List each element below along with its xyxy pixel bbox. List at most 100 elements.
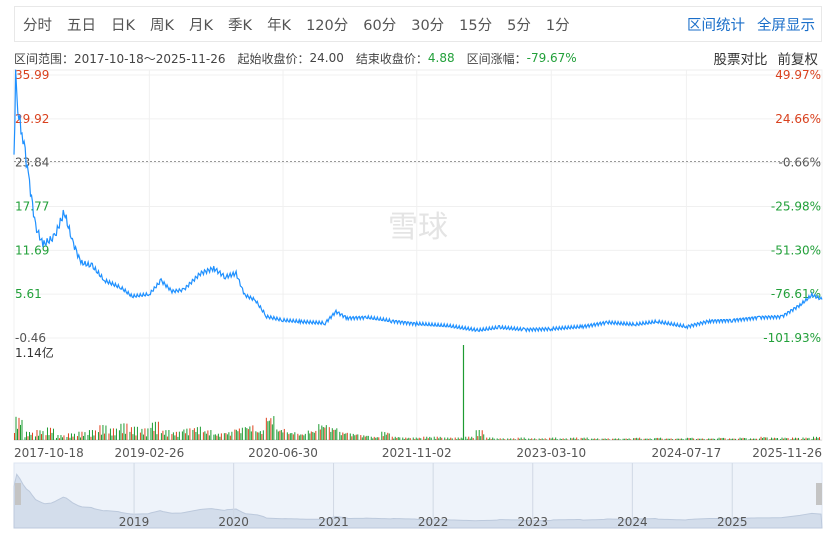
x-tick-label: 2019-02-26 bbox=[114, 446, 184, 460]
tab-10[interactable]: 15分 bbox=[459, 17, 493, 34]
volume-bar bbox=[501, 439, 503, 440]
volume-bar bbox=[604, 438, 606, 440]
volume-bar bbox=[120, 423, 122, 440]
volume-bar bbox=[352, 433, 354, 440]
volume-bar bbox=[234, 429, 236, 440]
volume-bar bbox=[102, 425, 104, 440]
tab-12[interactable]: 1分 bbox=[545, 17, 570, 34]
volume-bar bbox=[376, 437, 378, 440]
volume-bar bbox=[76, 436, 78, 440]
volume-bar bbox=[486, 437, 488, 440]
volume-bar bbox=[321, 425, 323, 440]
start-price-value: 24.00 bbox=[309, 51, 344, 65]
volume-bar bbox=[385, 434, 387, 440]
volume-bar bbox=[777, 438, 779, 440]
volume-bar bbox=[553, 438, 555, 440]
adjust-mode-button[interactable]: 前复权 bbox=[777, 52, 819, 68]
start-price-label: 起始收盘价： bbox=[237, 51, 310, 66]
tab-7[interactable]: 120分 bbox=[306, 17, 349, 34]
tab-3[interactable]: 周K bbox=[150, 17, 175, 34]
volume-bar bbox=[63, 435, 65, 440]
volume-bar bbox=[481, 430, 483, 440]
volume-bar bbox=[14, 433, 15, 440]
volume-bar bbox=[30, 434, 32, 440]
volume-bar bbox=[796, 438, 798, 440]
volume-bar bbox=[817, 437, 819, 440]
tab-1[interactable]: 五日 bbox=[67, 17, 96, 34]
volume-bar bbox=[424, 438, 426, 440]
tab-8[interactable]: 60分 bbox=[363, 17, 397, 34]
volume-bar bbox=[468, 436, 470, 440]
volume-bar bbox=[510, 438, 512, 440]
volume-bar bbox=[724, 438, 726, 440]
navigator-right-handle[interactable] bbox=[816, 483, 822, 505]
volume-bar bbox=[640, 438, 642, 440]
tab-2[interactable]: 日K bbox=[111, 17, 136, 34]
tab-11[interactable]: 5分 bbox=[507, 17, 531, 34]
volume-bar bbox=[451, 438, 453, 440]
volume-bar bbox=[193, 428, 195, 440]
volume-bar bbox=[126, 423, 128, 440]
volume-bar bbox=[100, 434, 102, 440]
navigator-left-handle[interactable] bbox=[15, 483, 21, 505]
volume-bar bbox=[513, 438, 515, 440]
volume-bar bbox=[633, 438, 635, 440]
range-stats-link[interactable]: 区间统计 bbox=[687, 17, 745, 34]
tab-9[interactable]: 30分 bbox=[411, 17, 445, 34]
navigator-year-label: 2021 bbox=[318, 515, 349, 529]
volume-bar bbox=[732, 438, 734, 440]
volume-bar bbox=[229, 435, 231, 440]
volume-bar bbox=[394, 436, 396, 440]
volume-bar bbox=[739, 437, 741, 440]
volume-bar bbox=[151, 422, 153, 440]
volume-bar bbox=[39, 430, 41, 440]
tab-4[interactable]: 月K bbox=[189, 17, 214, 34]
volume-bar bbox=[685, 438, 687, 440]
volume-bar bbox=[549, 437, 551, 440]
volume-bar bbox=[609, 439, 611, 440]
volume-bar bbox=[514, 439, 516, 440]
tab-0[interactable]: 分时 bbox=[23, 17, 52, 34]
volume-bar bbox=[649, 438, 651, 440]
volume-bar bbox=[393, 438, 395, 440]
volume-max-label: 1.14亿 bbox=[15, 345, 54, 360]
fullscreen-link[interactable]: 全屏显示 bbox=[757, 17, 815, 34]
volume-bar bbox=[307, 430, 309, 440]
volume-bar bbox=[25, 431, 27, 440]
volume-bar bbox=[268, 420, 270, 440]
volume-bar bbox=[816, 436, 818, 440]
volume-bar bbox=[639, 437, 641, 440]
volume-bar bbox=[469, 438, 471, 440]
volume-bar bbox=[672, 439, 674, 440]
volume-bar bbox=[676, 438, 678, 440]
volume-bar bbox=[129, 431, 131, 440]
volume-bar bbox=[309, 433, 311, 440]
volume-bar bbox=[277, 431, 279, 440]
volume-bar bbox=[20, 424, 21, 440]
tab-5[interactable]: 季K bbox=[228, 17, 253, 34]
volume-bar bbox=[787, 437, 789, 440]
volume-bar bbox=[654, 438, 656, 440]
volume-bar bbox=[444, 437, 446, 440]
volume-bar bbox=[819, 437, 821, 440]
volume-bar bbox=[396, 437, 398, 440]
volume-bar bbox=[813, 436, 815, 440]
volume-bar bbox=[667, 438, 669, 440]
volume-bar bbox=[795, 437, 797, 440]
volume-bar bbox=[475, 430, 477, 440]
volume-bar bbox=[415, 437, 417, 440]
stock-compare-button[interactable]: 股票对比 bbox=[713, 52, 768, 68]
volume-bar bbox=[723, 437, 725, 440]
volume-bar bbox=[711, 438, 713, 440]
volume-bar bbox=[15, 416, 17, 440]
volume-bar bbox=[597, 438, 599, 440]
volume-bar bbox=[784, 437, 786, 440]
volume-bar bbox=[655, 437, 657, 440]
tab-6[interactable]: 年K bbox=[267, 17, 292, 34]
volume-bar bbox=[21, 419, 23, 440]
volume-bar bbox=[124, 433, 126, 440]
volume-bar bbox=[670, 438, 672, 440]
volume-bar bbox=[84, 432, 86, 440]
volume-bar bbox=[489, 437, 491, 440]
